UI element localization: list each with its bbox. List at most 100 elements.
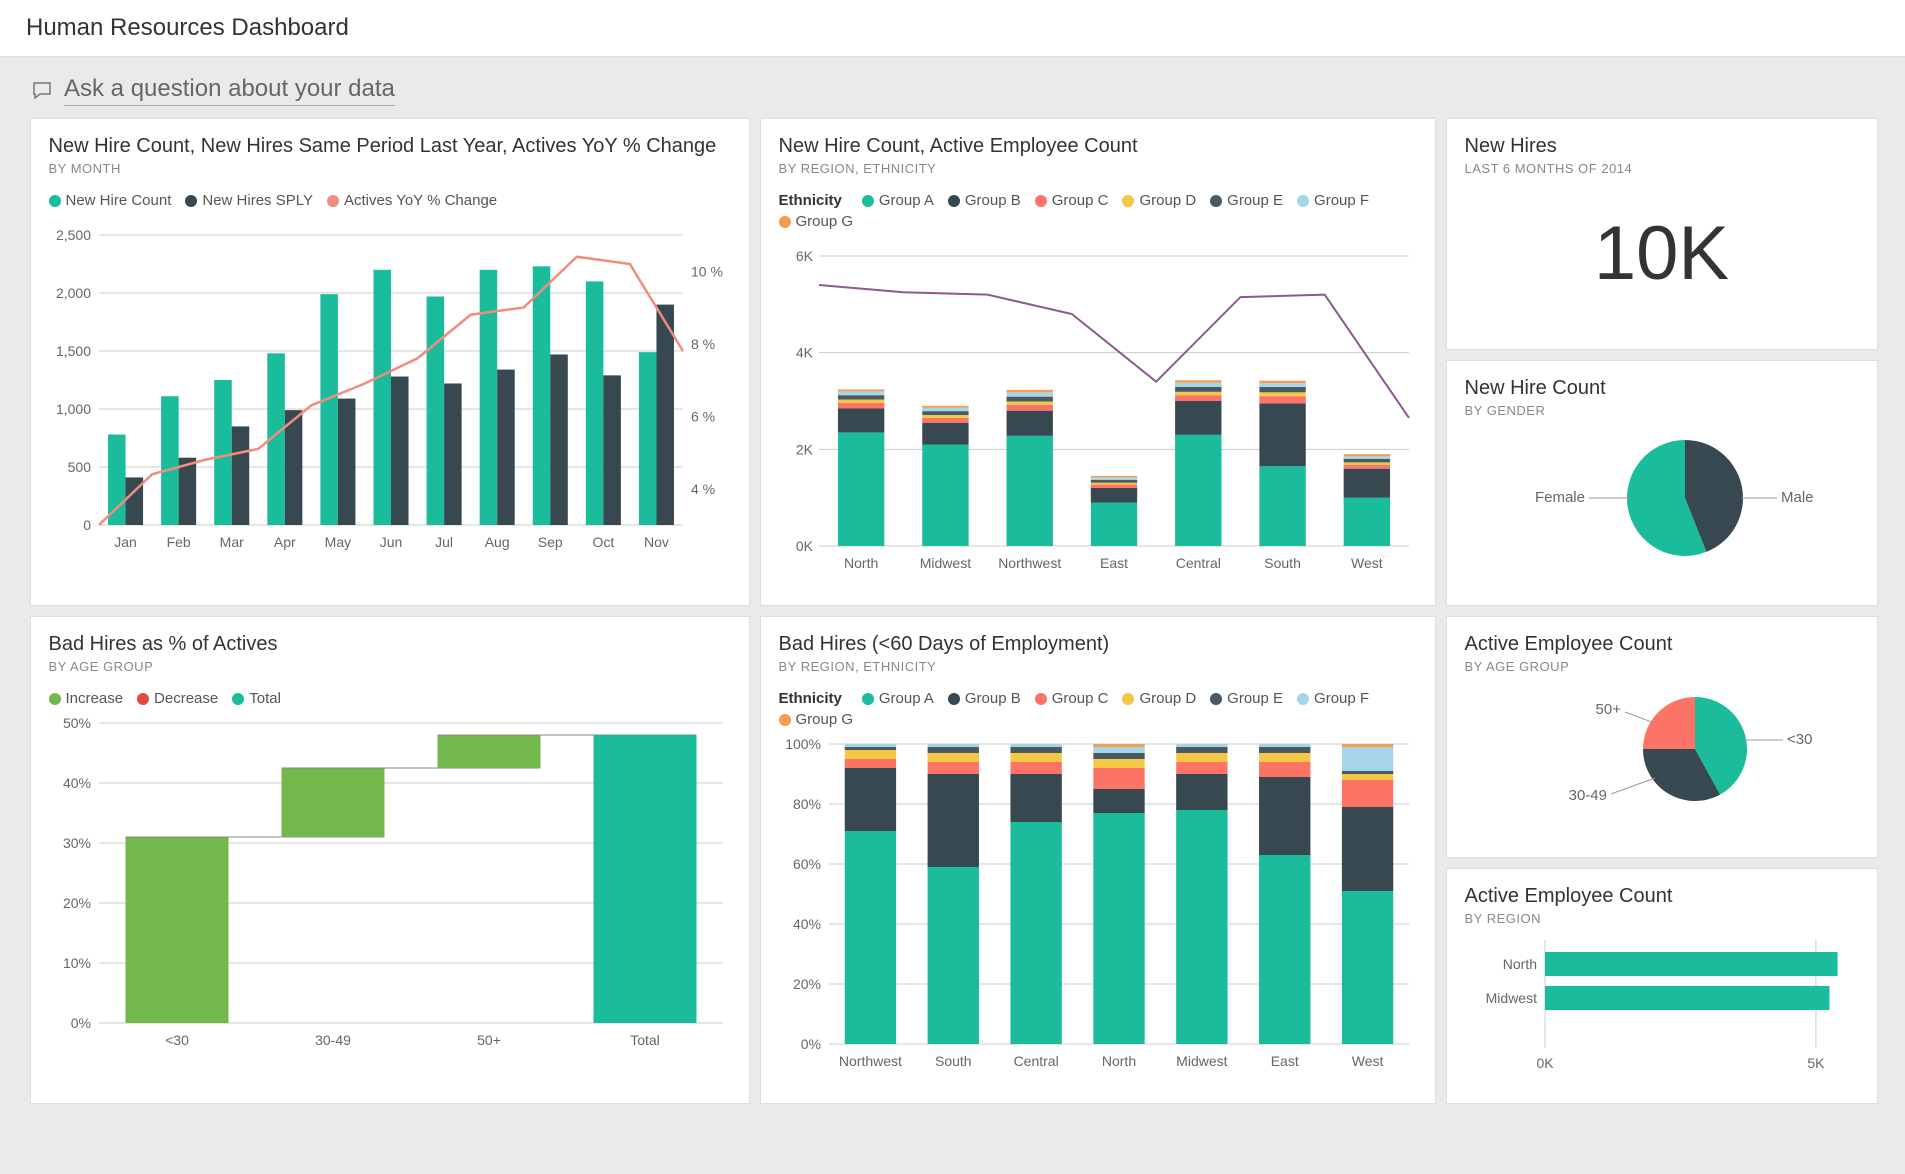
svg-text:Central: Central [1175, 555, 1220, 571]
tile-bad-hires-pct[interactable]: Bad Hires as % of Actives BY AGE GROUP I… [30, 616, 750, 1104]
svg-text:0%: 0% [70, 1015, 90, 1031]
legend: EthnicityGroup AGroup BGroup CGroup DGro… [779, 192, 1417, 230]
legend-item: Group E [1210, 690, 1283, 707]
legend-item: New Hire Count [49, 192, 172, 209]
svg-text:30%: 30% [62, 835, 90, 851]
svg-text:Midwest: Midwest [1485, 990, 1536, 1006]
card-new-hires-kpi[interactable]: New Hires LAST 6 MONTHS OF 2014 10K [1446, 118, 1878, 350]
svg-text:East: East [1099, 555, 1127, 571]
tile-subtitle: BY AGE GROUP [49, 659, 731, 674]
svg-text:North: North [1502, 956, 1536, 972]
svg-text:Jul: Jul [435, 534, 453, 550]
svg-text:Midwest: Midwest [919, 555, 970, 571]
svg-text:Feb: Feb [166, 534, 190, 550]
svg-text:Female: Female [1534, 489, 1584, 506]
svg-text:Oct: Oct [592, 534, 614, 550]
svg-text:West: West [1351, 555, 1383, 571]
svg-text:6 %: 6 % [691, 408, 715, 424]
svg-text:Total: Total [630, 1032, 660, 1048]
legend-item: Actives YoY % Change [327, 192, 497, 209]
legend-item: Total [232, 690, 281, 707]
tile-subtitle: LAST 6 MONTHS OF 2014 [1465, 161, 1859, 176]
tile-title: Bad Hires as % of Actives [49, 633, 731, 656]
svg-text:Midwest: Midwest [1176, 1053, 1227, 1069]
svg-text:Jan: Jan [114, 534, 137, 550]
legend-item: Group B [948, 192, 1021, 209]
svg-text:20%: 20% [62, 895, 90, 911]
svg-text:Apr: Apr [273, 534, 295, 550]
svg-text:40%: 40% [62, 775, 90, 791]
svg-text:0%: 0% [800, 1036, 820, 1052]
card-new-hire-gender[interactable]: New Hire Count BY GENDER FemaleMale [1446, 360, 1878, 606]
tile-subtitle: BY REGION, ETHNICITY [779, 659, 1417, 674]
tile-bad-hires-region[interactable]: Bad Hires (<60 Days of Employment) BY RE… [760, 616, 1436, 1104]
svg-text:80%: 80% [792, 796, 820, 812]
svg-text:<30: <30 [1787, 731, 1812, 748]
svg-text:20%: 20% [792, 976, 820, 992]
svg-text:May: May [324, 534, 350, 550]
tile-new-hire-by-month[interactable]: New Hire Count, New Hires Same Period La… [30, 118, 750, 606]
card-active-by-region[interactable]: Active Employee Count BY REGION 0K5KNort… [1446, 868, 1878, 1104]
tile-title: Active Employee Count [1465, 633, 1859, 656]
svg-text:40%: 40% [792, 916, 820, 932]
legend-item: Group G [779, 711, 854, 728]
svg-text:10 %: 10 % [691, 263, 723, 279]
svg-text:5K: 5K [1807, 1055, 1825, 1071]
svg-text:Jun: Jun [379, 534, 402, 550]
legend-item: Group C [1035, 690, 1109, 707]
svg-text:500: 500 [67, 459, 91, 475]
svg-text:South: South [1264, 555, 1301, 571]
legend-item: Increase [49, 690, 124, 707]
tile-title: New Hires [1465, 135, 1859, 158]
svg-text:North: North [1101, 1053, 1135, 1069]
svg-text:50+: 50+ [477, 1032, 501, 1048]
legend-item: Group D [1122, 690, 1196, 707]
svg-text:30-49: 30-49 [1568, 787, 1606, 804]
tile-title: New Hire Count, New Hires Same Period La… [49, 135, 731, 158]
page-title: Human Resources Dashboard [0, 0, 1905, 57]
kpi-value: 10K [1465, 210, 1859, 297]
svg-text:Northwest: Northwest [998, 555, 1061, 571]
svg-text:50%: 50% [62, 715, 90, 731]
legend: IncreaseDecreaseTotal [49, 690, 731, 707]
tile-subtitle: BY REGION, ETHNICITY [779, 161, 1417, 176]
svg-text:0K: 0K [1536, 1055, 1554, 1071]
svg-text:8 %: 8 % [691, 336, 715, 352]
tile-title: New Hire Count, Active Employee Count [779, 135, 1417, 158]
svg-text:60%: 60% [792, 856, 820, 872]
svg-text:East: East [1270, 1053, 1298, 1069]
legend-item: Group A [862, 192, 934, 209]
svg-text:North: North [844, 555, 878, 571]
legend-item: Group G [779, 213, 854, 230]
svg-text:2,000: 2,000 [55, 285, 90, 301]
tile-subtitle: BY MONTH [49, 161, 731, 176]
chat-icon [30, 79, 54, 103]
legend: EthnicityGroup AGroup BGroup CGroup DGro… [779, 690, 1417, 728]
svg-text:4K: 4K [795, 345, 813, 361]
svg-text:Mar: Mar [219, 534, 243, 550]
legend-item: Group F [1297, 192, 1369, 209]
tile-title: Active Employee Count [1465, 885, 1859, 908]
tile-new-hire-by-region[interactable]: New Hire Count, Active Employee Count BY… [760, 118, 1436, 606]
card-active-by-age[interactable]: Active Employee Count BY AGE GROUP <3030… [1446, 616, 1878, 858]
svg-text:50+: 50+ [1595, 701, 1621, 718]
qna-bar[interactable]: Ask a question about your data [0, 57, 1905, 118]
svg-text:Sep: Sep [537, 534, 562, 550]
svg-text:100%: 100% [785, 736, 821, 752]
tile-title: New Hire Count [1465, 377, 1859, 400]
legend-item: New Hires SPLY [185, 192, 313, 209]
svg-text:2,500: 2,500 [55, 227, 90, 243]
svg-text:West: West [1351, 1053, 1383, 1069]
svg-text:South: South [934, 1053, 971, 1069]
legend-item: Group D [1122, 192, 1196, 209]
qna-placeholder: Ask a question about your data [64, 75, 395, 106]
svg-text:6K: 6K [795, 248, 813, 264]
svg-text:Central: Central [1013, 1053, 1058, 1069]
svg-text:Aug: Aug [484, 534, 509, 550]
svg-text:30-49: 30-49 [315, 1032, 351, 1048]
legend-item: Group C [1035, 192, 1109, 209]
legend: New Hire Count New Hires SPLY Actives YoY … [49, 192, 731, 209]
svg-text:0K: 0K [795, 538, 813, 554]
svg-text:10%: 10% [62, 955, 90, 971]
svg-text:0: 0 [83, 517, 91, 533]
